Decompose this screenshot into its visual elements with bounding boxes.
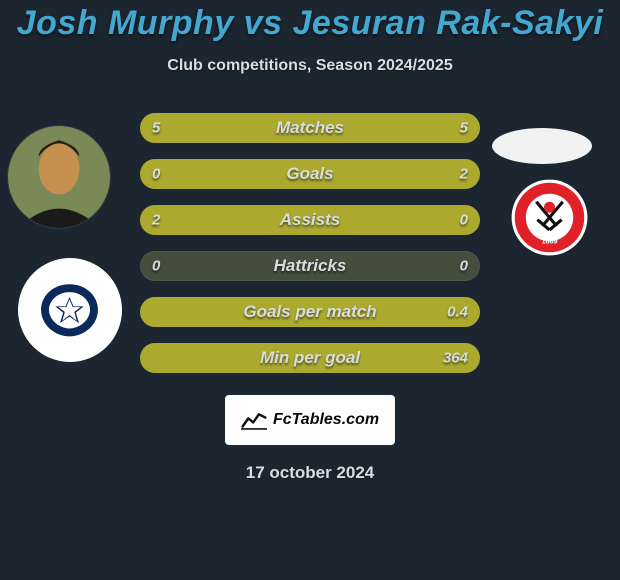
stat-label: Min per goal [260,348,360,368]
stat-value-right: 2 [460,166,468,183]
stat-label: Hattricks [274,256,347,276]
page-title: Josh Murphy vs Jesuran Rak-Sakyi [0,4,620,43]
stat-bar: 5 Matches 5 [140,113,480,143]
stat-bar: Goals per match 0.4 [140,297,480,327]
footer-date: 17 october 2024 [0,463,620,483]
page-subtitle: Club competitions, Season 2024/2025 [0,57,620,75]
chart-icon [241,410,267,430]
stat-label: Goals per match [243,302,376,322]
brand-label: FcTables.com [273,411,379,429]
comparison-infographic: Josh Murphy vs Jesuran Rak-Sakyi Club co… [0,0,620,580]
club-right-badge: 1889 [498,166,602,270]
player-left-avatar [8,126,110,228]
stat-bar: 0 Hattricks 0 [140,251,480,281]
player-right-avatar [492,128,592,164]
stat-value-left: 5 [152,120,160,137]
stat-value-left: 0 [152,258,160,275]
stat-value-left: 0 [152,166,160,183]
crest-icon: 1889 [510,178,589,257]
stat-value-right: 0 [460,258,468,275]
stat-label: Goals [286,164,333,184]
stat-label: Matches [276,118,344,138]
stat-value-right: 0 [460,212,468,229]
stat-label: Assists [280,210,340,230]
stat-bar: Min per goal 364 [140,343,480,373]
stat-bar: 0 Goals 2 [140,159,480,189]
stat-value-left: 2 [152,212,160,229]
brand-badge: FcTables.com [225,395,395,445]
header: Josh Murphy vs Jesuran Rak-Sakyi Club co… [0,0,620,75]
crest-icon [30,270,109,349]
stat-value-right: 5 [460,120,468,137]
person-icon [8,126,110,228]
stat-value-right: 0.4 [447,304,468,321]
stat-value-right: 364 [443,350,468,367]
stat-bar: 2 Assists 0 [140,205,480,235]
club-left-badge [18,258,122,362]
club-right-year: 1889 [542,238,558,246]
